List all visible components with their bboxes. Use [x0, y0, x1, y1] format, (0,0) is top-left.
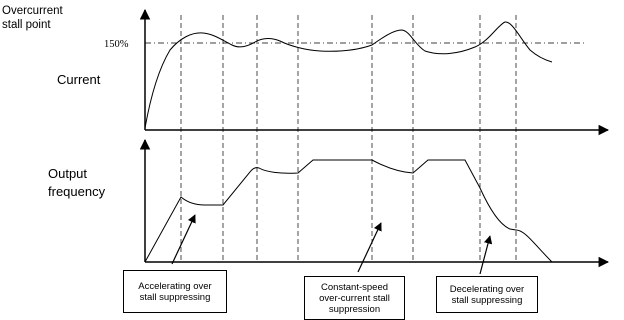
constant-speed-callout-box: Constant-speed over-current stall suppre…: [304, 276, 405, 320]
callout-text: suppression: [328, 303, 381, 315]
accel-callout-arrow: [171, 214, 196, 265]
current-curve: [144, 21, 553, 129]
decel-callout-box: Decelerating over stall suppressing: [436, 276, 538, 313]
frequency-curve: [144, 159, 553, 263]
callout-text: stall suppressing: [451, 294, 523, 306]
frequency-axis-label-line2: frequency: [48, 184, 106, 199]
stall-point-label-line2: stall point: [2, 19, 51, 31]
callout-text: Decelerating over: [449, 283, 525, 295]
callout-arrows: [171, 214, 493, 275]
threshold-label: 150%: [104, 39, 129, 50]
decel-callout-arrow: [479, 235, 493, 275]
current-axis-label: Current: [57, 72, 101, 87]
frequency-axis-label-line1: Output: [48, 166, 87, 181]
frequency-panel: Output frequency: [48, 138, 610, 268]
time-guides: [180, 15, 517, 262]
accel-callout-box: Accelerating over stall suppressing: [123, 270, 227, 313]
current-panel: 150% Overcurrent stall point Current: [2, 5, 610, 136]
constant-callout-arrow: [357, 222, 382, 273]
callout-text: over-current stall: [319, 292, 390, 304]
stall-point-label-line1: Overcurrent: [2, 5, 64, 17]
callout-text: Accelerating over: [138, 280, 212, 292]
callout-text: Constant-speed: [320, 281, 389, 293]
callout-text: stall suppressing: [139, 291, 211, 303]
